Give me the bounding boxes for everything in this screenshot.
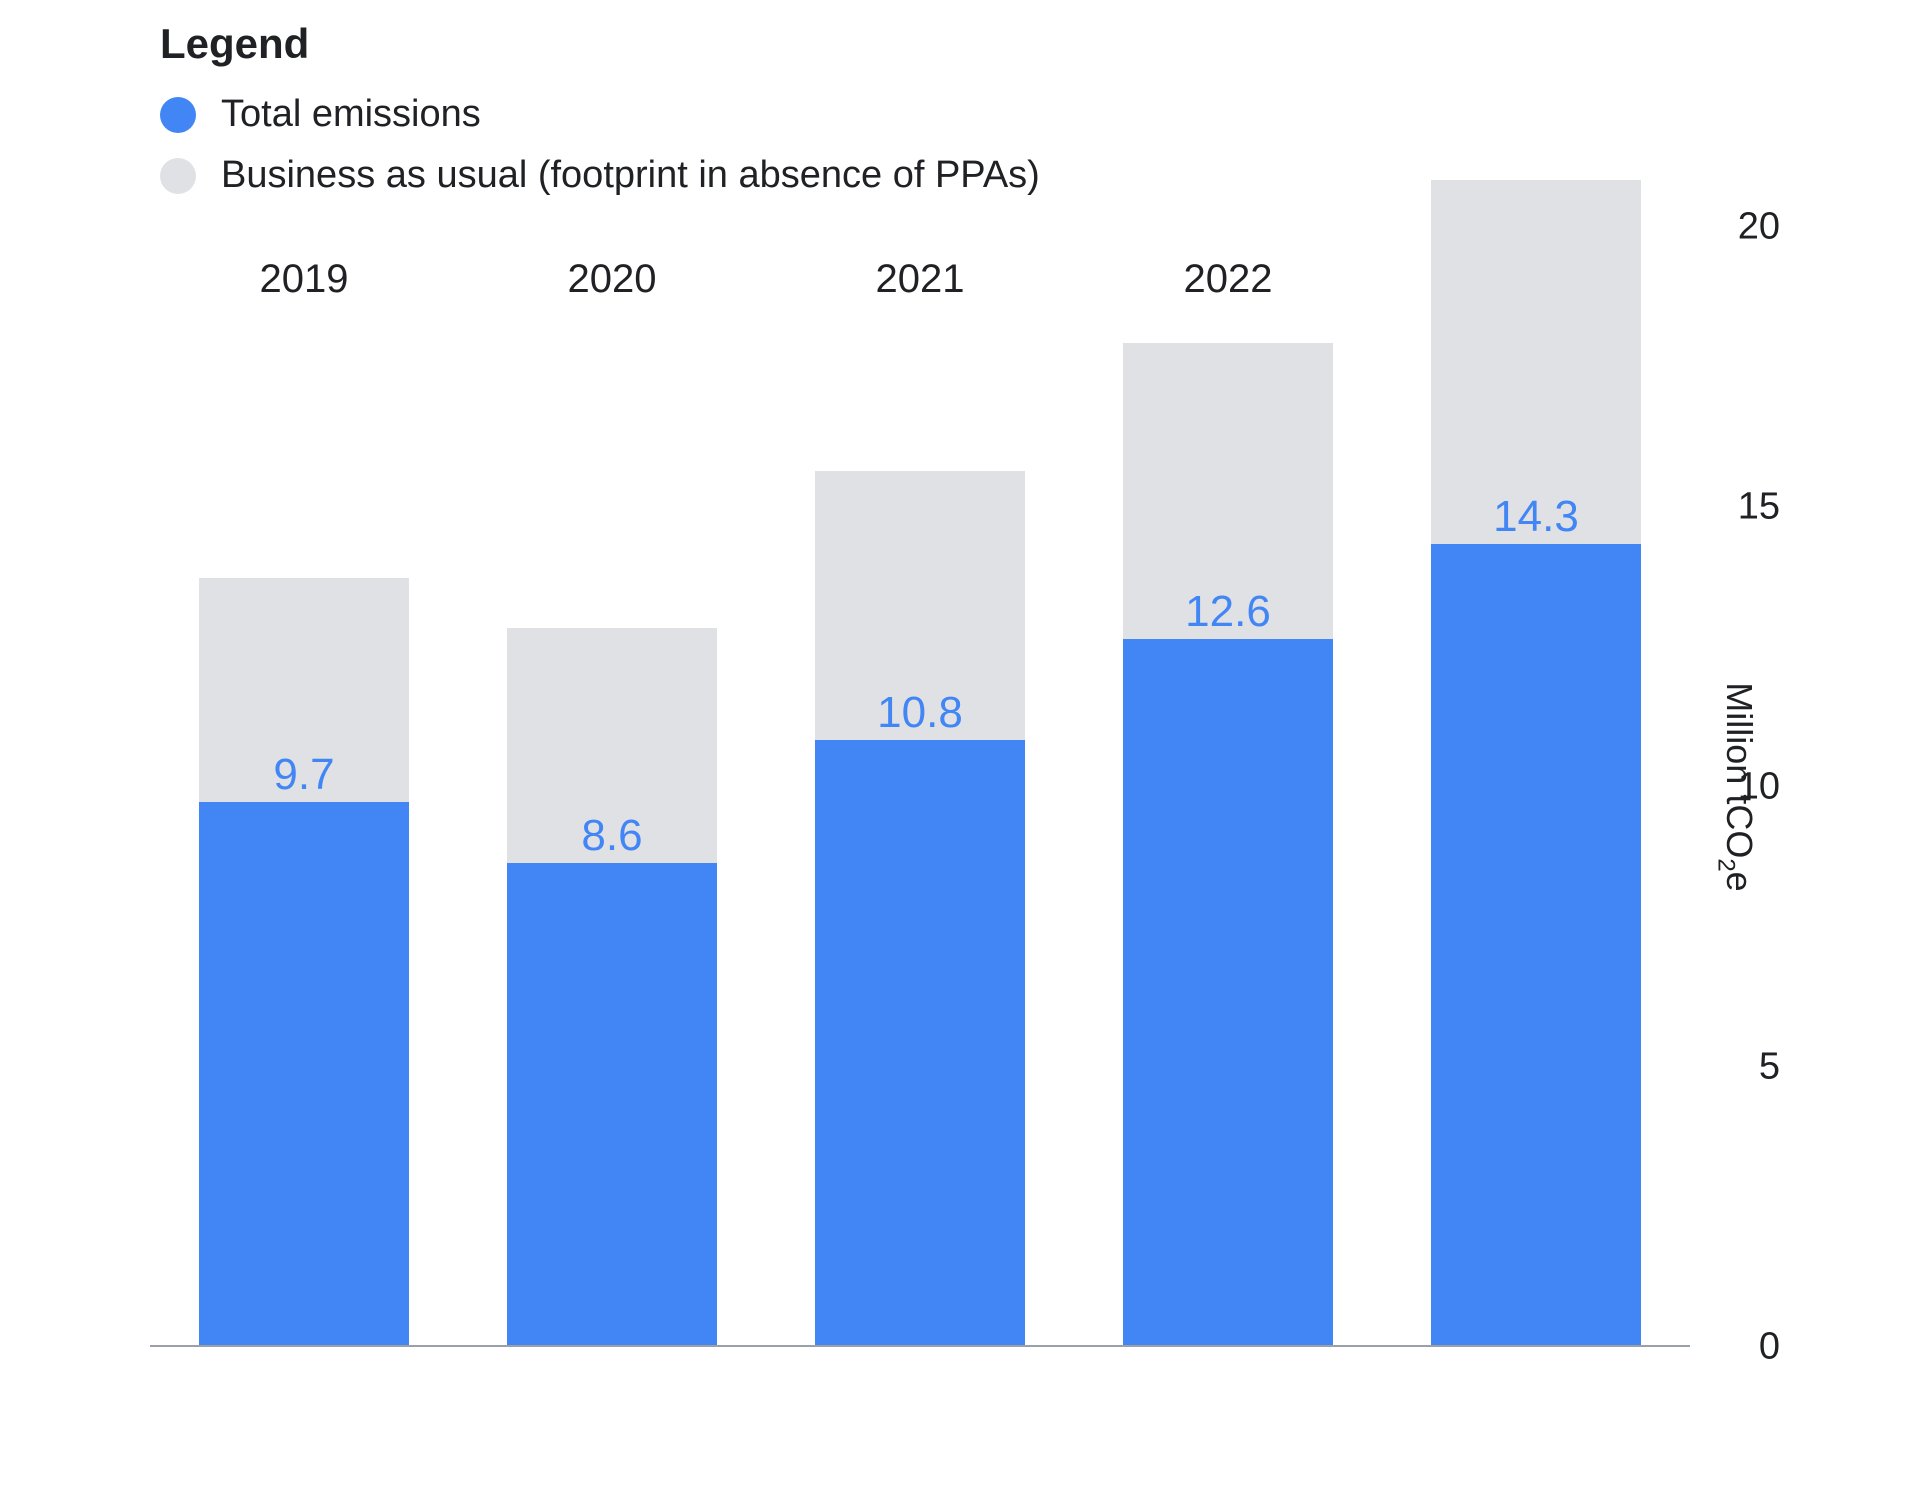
y-axis: 05101520 Million tCO2e: [1690, 227, 1840, 1347]
bar-group-2023: 14.3: [1382, 227, 1690, 1345]
legend-label-bau: Business as usual (footprint in absence …: [221, 154, 1040, 197]
bar-total: 10.8: [815, 740, 1024, 1345]
bar-stack: 9.7: [199, 578, 408, 1345]
legend-swatch-total: [160, 97, 196, 133]
y-tick-label: 0: [1759, 1326, 1780, 1369]
legend-item-total: Total emissions: [160, 93, 1840, 136]
bar-group-2020: 8.6: [458, 227, 766, 1345]
bar-value-label: 14.3: [1431, 474, 1640, 542]
bar-value-label: 9.7: [199, 732, 408, 800]
bar-stack: 14.3: [1431, 180, 1640, 1345]
bar-total: 14.3: [1431, 544, 1640, 1345]
y-tick-label: 5: [1759, 1046, 1780, 1089]
bar-group-2021: 10.8: [766, 227, 1074, 1345]
bar-value-label: 10.8: [815, 670, 1024, 738]
bar-stack: 12.6: [1123, 343, 1332, 1345]
legend-title: Legend: [160, 20, 1840, 68]
legend-label-total: Total emissions: [221, 93, 481, 136]
bar-group-2022: 12.6: [1074, 227, 1382, 1345]
bar-total: 12.6: [1123, 639, 1332, 1345]
bar-total: 9.7: [199, 802, 408, 1345]
bar-stack: 10.8: [815, 471, 1024, 1345]
bar-group-2019: 9.7: [150, 227, 458, 1345]
bar-total: 8.6: [507, 863, 716, 1345]
bars-row: 9.7 8.6 10.8 12.6 14.3: [150, 227, 1690, 1347]
legend-section: Legend Total emissions Business as usual…: [150, 20, 1840, 197]
y-axis-title: Million tCO2e: [1711, 682, 1759, 891]
legend-swatch-bau: [160, 158, 196, 194]
bar-value-label: 12.6: [1123, 569, 1332, 637]
bar-value-label: 8.6: [507, 793, 716, 861]
bar-stack: 8.6: [507, 628, 716, 1345]
plot-area: 9.78.610.812.614.3 20192020202120222023: [150, 227, 1690, 1347]
chart-container: 9.78.610.812.614.3 20192020202120222023 …: [150, 227, 1840, 1347]
y-tick-label: 20: [1738, 206, 1780, 249]
y-tick-label: 15: [1738, 486, 1780, 529]
